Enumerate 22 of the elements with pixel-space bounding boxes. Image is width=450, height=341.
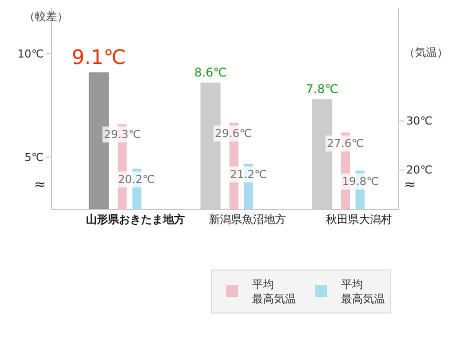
x-tick-label: 秋田県大潟村 [326, 213, 392, 226]
text: ≈ [404, 177, 416, 193]
y2-tick-label: 20℃ [406, 164, 433, 177]
data-label: 20.2℃ [118, 173, 155, 186]
y2-axis-title: （気温） [404, 46, 448, 59]
data-label: 29.3℃ [104, 128, 141, 141]
y-tick-label: 5℃ [24, 151, 44, 164]
data-label: 21.2℃ [230, 168, 267, 181]
data-label: 9.1℃ [72, 45, 126, 70]
y-tick-label: 10℃ [17, 47, 44, 60]
data-label: 27.6℃ [327, 137, 364, 150]
data-label: 7.8℃ [306, 82, 338, 96]
x-tick-label: 山形県おきたま地方 [86, 213, 186, 226]
data-label: 8.6℃ [194, 66, 227, 80]
data-label: 29.6℃ [215, 127, 252, 140]
text: ≈ [34, 177, 46, 193]
x-tick-label: 新潟県魚沼地方 [208, 213, 286, 226]
data-label: 19.8℃ [342, 175, 379, 188]
y2-tick-label: 30℃ [406, 114, 433, 128]
y-axis-title: （較差） [24, 10, 68, 23]
legend-label: 平均最高気温 [341, 278, 386, 306]
legend-label: 平均最高気温 [252, 278, 296, 306]
